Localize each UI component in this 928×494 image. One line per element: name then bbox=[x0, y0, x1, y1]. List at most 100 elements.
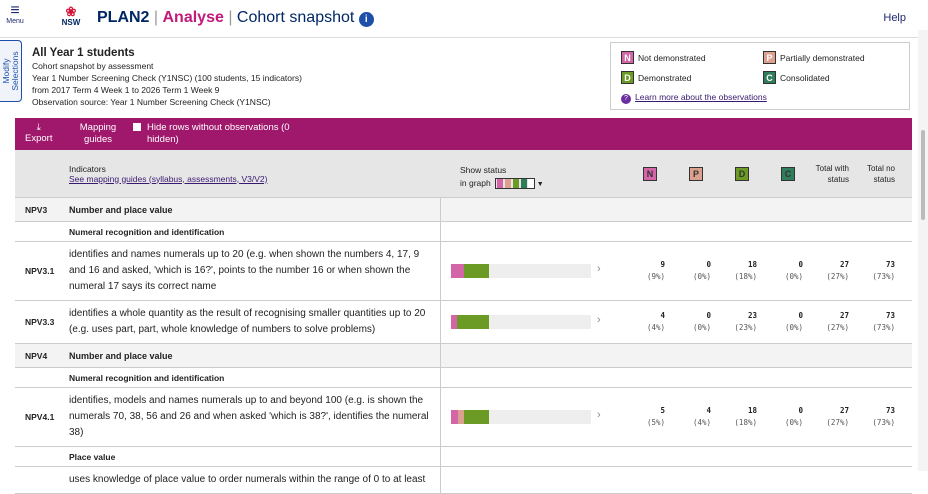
export-button[interactable]: ⤓ Export bbox=[25, 122, 53, 144]
legend-item: D Demonstrated bbox=[621, 71, 691, 84]
percent: (73%) bbox=[872, 272, 895, 281]
count-cell: 23 (23%) bbox=[719, 310, 765, 334]
percent: (73%) bbox=[872, 323, 895, 332]
count-cell: 18 (18%) bbox=[719, 405, 765, 429]
total-cell: 73 (73%) bbox=[857, 310, 903, 334]
hide-label: Hide rows without observations (0 hidden… bbox=[147, 122, 290, 145]
total-cell: 27 (27%) bbox=[811, 310, 857, 334]
percent: (0%) bbox=[692, 272, 711, 281]
total: 27 bbox=[839, 260, 849, 269]
swatch bbox=[520, 179, 527, 189]
info-icon[interactable]: i bbox=[358, 12, 374, 27]
summary: All Year 1 students Cohort snapshot by a… bbox=[32, 46, 302, 108]
percent: (73%) bbox=[872, 418, 895, 427]
count-cell: 0 (0%) bbox=[673, 310, 719, 334]
count: 23 bbox=[747, 311, 757, 320]
count: 18 bbox=[747, 260, 757, 269]
percent: (0%) bbox=[784, 418, 803, 427]
status-picker[interactable] bbox=[494, 178, 535, 190]
percent: (0%) bbox=[692, 323, 711, 332]
group-row: NPV3 Number and place value bbox=[15, 198, 912, 222]
percent: (27%) bbox=[826, 323, 849, 332]
cell: Indicators See mapping guides (syllabus, … bbox=[65, 159, 440, 189]
indicator-row: uses knowledge of place value to order n… bbox=[15, 467, 912, 494]
count-cell: 0 (0%) bbox=[765, 405, 811, 429]
legend-label: Demonstrated bbox=[638, 73, 692, 83]
percent: (5%) bbox=[646, 418, 665, 427]
subheading-row: Numeral recognition and identification bbox=[15, 368, 912, 388]
count: 0 bbox=[798, 311, 803, 320]
total-cell: 27 (27%) bbox=[811, 259, 857, 283]
percent: (27%) bbox=[826, 272, 849, 281]
status-segment bbox=[463, 264, 489, 278]
cell bbox=[440, 198, 627, 221]
mapping-link[interactable]: See mapping guides (syllabus, assessment… bbox=[69, 173, 268, 184]
cell: NPV3 bbox=[25, 204, 48, 215]
indicator-code: NPV3.3 bbox=[25, 317, 55, 327]
indicator-row: NPV3.1 identifies and names numerals up t… bbox=[15, 242, 912, 301]
status-key: C bbox=[781, 166, 795, 181]
subheading-label: Place value bbox=[69, 451, 116, 462]
logo: ❀ NSW bbox=[61, 4, 81, 27]
total: 27 bbox=[839, 311, 849, 320]
legend-link[interactable]: Learn more about the observations bbox=[635, 92, 767, 102]
indicator-row: NPV4.1 identifies, models and names numer… bbox=[15, 388, 912, 447]
total: 73 bbox=[885, 260, 895, 269]
modify-tab[interactable]: Modify Selections bbox=[0, 40, 22, 102]
status-segment bbox=[451, 315, 457, 329]
total-header: Total no status bbox=[866, 163, 895, 184]
summary-line: Cohort snapshot by assessment bbox=[32, 61, 154, 71]
chevron[interactable]: › bbox=[597, 409, 601, 421]
legend-link-wrap: ? Learn more about the observations bbox=[621, 92, 767, 104]
count-cell: 4 (4%) bbox=[627, 310, 673, 334]
modify-tab-label: Modify Selections bbox=[1, 51, 20, 91]
graph-cell: › bbox=[440, 242, 627, 300]
count-cell: 18 (18%) bbox=[719, 259, 765, 283]
chevron[interactable]: › bbox=[597, 263, 601, 275]
help-icon: ? bbox=[621, 94, 631, 104]
chevron[interactable]: › bbox=[597, 314, 601, 326]
count-cell: 4 (4%) bbox=[673, 405, 719, 429]
cell: NPV4 bbox=[25, 350, 48, 361]
cell bbox=[440, 222, 627, 241]
graph-cell: › bbox=[440, 388, 627, 446]
swatch bbox=[527, 179, 534, 189]
group-label: Number and place value bbox=[69, 204, 173, 215]
cell bbox=[440, 344, 627, 367]
legend-item: N Not demonstrated bbox=[621, 51, 706, 64]
status-bar[interactable] bbox=[451, 315, 591, 329]
percent: (23%) bbox=[734, 323, 757, 332]
count: 0 bbox=[798, 260, 803, 269]
dropdown-arrow: ▼ bbox=[536, 181, 544, 188]
scrollbar bbox=[918, 30, 928, 471]
count: 4 bbox=[706, 406, 711, 415]
mapping-button[interactable]: Mapping guides bbox=[79, 122, 117, 145]
menu-label: Menu bbox=[6, 18, 24, 25]
help-link[interactable]: Help bbox=[883, 12, 906, 24]
show-status-label: in graph bbox=[460, 178, 491, 188]
indicator-code: NPV3.1 bbox=[25, 266, 55, 276]
status-bar[interactable] bbox=[451, 410, 591, 424]
show-status-line: in graph ▼ bbox=[460, 177, 627, 191]
status-segment bbox=[458, 410, 464, 424]
status-segment bbox=[456, 315, 489, 329]
hide-checkbox[interactable] bbox=[133, 123, 141, 131]
menu-button[interactable]: ≡ Menu bbox=[6, 2, 24, 26]
status-bar[interactable] bbox=[451, 264, 591, 278]
percent: (27%) bbox=[826, 418, 849, 427]
count: 0 bbox=[706, 311, 711, 320]
scroll-thumb[interactable] bbox=[921, 130, 925, 220]
count-cell: 0 (0%) bbox=[765, 259, 811, 283]
status-segment bbox=[463, 410, 489, 424]
summary-title: All Year 1 students bbox=[32, 47, 135, 59]
total: 73 bbox=[885, 406, 895, 415]
show-status-label: Show status bbox=[460, 165, 507, 175]
indicator-text: identifies a whole quantity as the resul… bbox=[69, 308, 426, 335]
cell: D bbox=[719, 166, 765, 181]
count-cell: 9 (9%) bbox=[627, 259, 673, 283]
subheading-row: Numeral recognition and identification bbox=[15, 222, 912, 242]
percent: (18%) bbox=[734, 272, 757, 281]
count: 0 bbox=[706, 260, 711, 269]
legend-item: P Partially demonstrated bbox=[763, 51, 865, 64]
